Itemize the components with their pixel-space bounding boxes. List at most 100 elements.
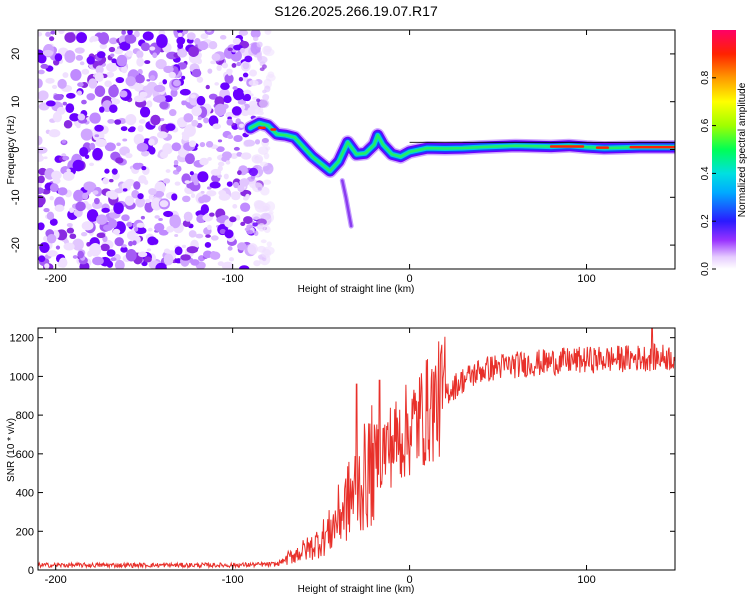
heatmap-cell [159, 151, 169, 159]
heatmap-cell [76, 90, 83, 96]
heatmap-cell [210, 168, 222, 176]
heatmap-cell [233, 181, 240, 189]
heatmap-cell [188, 46, 199, 57]
heatmap-cell [62, 171, 75, 181]
heatmap-cell [252, 182, 263, 193]
heatmap-cell [119, 41, 131, 51]
heatmap-cell [182, 30, 189, 35]
heatmap-cell [120, 244, 127, 248]
heatmap-cell [89, 142, 96, 150]
heatmap-cell [87, 250, 93, 258]
heatmap-cell [236, 61, 242, 67]
heatmap-cell [98, 32, 110, 45]
heatmap-cell [223, 173, 229, 180]
heatmap-cell [141, 261, 148, 267]
heatmap-cell [163, 65, 174, 74]
heatmap-cell [153, 84, 166, 93]
heatmap-cell [238, 77, 244, 82]
heatmap-cell [51, 170, 62, 180]
heatmap-cell [81, 221, 94, 231]
heatmap-cell [212, 123, 222, 130]
heatmap-cell [38, 195, 46, 207]
heatmap-cell [50, 30, 56, 35]
heatmap-cell [221, 261, 234, 269]
heatmap-cell [152, 96, 160, 102]
heatmap-cell [110, 257, 117, 262]
heatmap-cell [64, 50, 76, 63]
heatmap-cell [140, 215, 145, 220]
heatmap-cell [46, 250, 58, 257]
heatmap-cell [89, 37, 94, 43]
heatmap-cell [252, 36, 259, 42]
heatmap-cell [81, 68, 90, 75]
spectrogram-ylabel: Frequency (Hz) [6, 116, 17, 185]
heatmap-cell [258, 99, 270, 109]
heatmap-cell [168, 71, 176, 79]
heatmap-cell [108, 46, 116, 53]
heatmap-cell [92, 147, 103, 161]
colorbar-tick-label: 0.4 [700, 166, 711, 180]
heatmap-cell [79, 146, 89, 157]
heatmap-cell [73, 209, 81, 217]
heatmap-cell [217, 261, 225, 267]
heatmap-cell [207, 157, 212, 161]
heatmap-cell [181, 75, 186, 80]
heatmap-cell [262, 89, 267, 94]
heatmap-cell [199, 157, 209, 166]
heatmap-cell [196, 58, 202, 65]
heatmap-cell [250, 30, 261, 39]
heatmap-cell [214, 82, 220, 86]
colorbar-tick-label: 0.6 [700, 118, 711, 132]
heatmap-cell [80, 231, 88, 237]
heatmap-cell [63, 119, 73, 129]
heatmap-cell [66, 227, 75, 234]
heatmap-cell [49, 218, 58, 226]
colorbar-tick-label: 0.0 [700, 262, 711, 276]
spectrogram-ytick-label: 0 [10, 146, 22, 152]
heatmap-cell [151, 197, 162, 211]
heatmap-cell [108, 218, 118, 229]
heatmap-cell [131, 190, 140, 199]
heatmap-cell [232, 86, 238, 90]
heatmap-cell [69, 207, 75, 213]
heatmap-cell [46, 211, 55, 221]
heatmap-cell [139, 106, 151, 118]
snr-frame [37, 327, 676, 571]
heatmap-cell [136, 57, 145, 67]
heatmap-cell [247, 243, 258, 255]
heatmap-cell [261, 138, 269, 144]
heatmap-cell [121, 65, 128, 74]
snr-line [38, 328, 675, 570]
heatmap-cell [83, 181, 96, 191]
heatmap-cell [66, 223, 73, 228]
heatmap-cell [219, 214, 229, 221]
heatmap-cell [190, 94, 197, 99]
heatmap-cell [93, 197, 100, 205]
heatmap-cell [51, 84, 58, 89]
heatmap-cell [134, 226, 139, 232]
heatmap-cell [104, 142, 116, 152]
heatmap-cell [54, 204, 65, 212]
spectrogram-ytick-label: -20 [10, 237, 22, 253]
heatmap-cell [182, 220, 191, 227]
heatmap-cell [109, 37, 118, 45]
heatmap-cell [188, 140, 197, 148]
heatmap-cell [120, 126, 128, 132]
heatmap-cell [227, 134, 234, 140]
heatmap-cell [237, 170, 242, 176]
heatmap-cell [184, 153, 195, 165]
heatmap-cell [38, 182, 42, 188]
heatmap-cell [122, 188, 128, 192]
heatmap-cell [176, 30, 183, 33]
heatmap-cell [236, 151, 243, 157]
heatmap-cell [241, 104, 246, 110]
spectrogram-heatmap [38, 30, 675, 269]
heatmap-cell [209, 212, 215, 217]
heatmap-cell [163, 210, 174, 218]
heatmap-cell [268, 210, 274, 215]
heatmap-cell [171, 142, 182, 152]
heatmap-cell [148, 146, 156, 155]
heatmap-cell [122, 138, 128, 142]
heatmap-cell [126, 222, 133, 227]
heatmap-cell [174, 246, 183, 256]
